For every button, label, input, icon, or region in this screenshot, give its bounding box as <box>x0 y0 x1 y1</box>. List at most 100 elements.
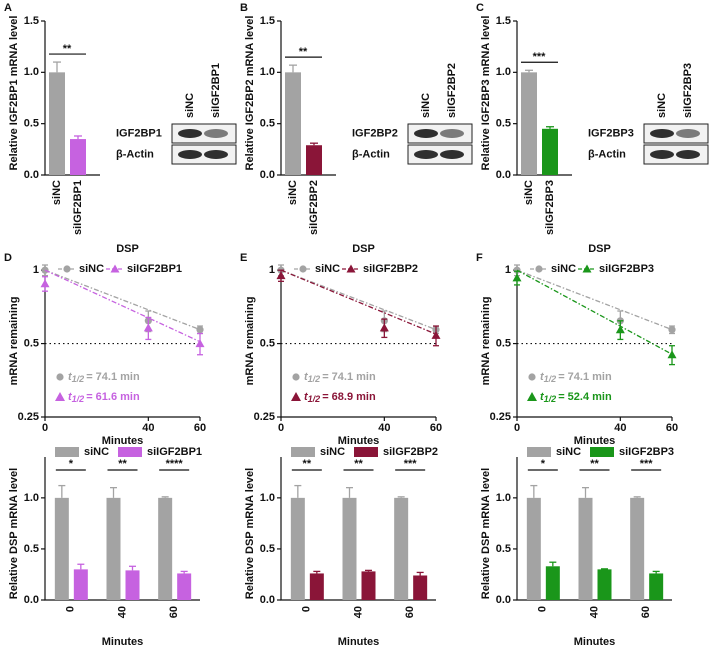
y-tick-label: 0.5 <box>496 337 511 349</box>
fit-line <box>280 269 437 335</box>
legend-marker <box>63 265 71 273</box>
x-tick-label: siIGF2BP2 <box>308 180 320 235</box>
blot-lane-label: siNC <box>420 93 432 118</box>
annotation-symbol: t <box>68 371 73 383</box>
significance: ** <box>354 458 363 470</box>
bar <box>545 566 560 600</box>
x-tick-label: 0 <box>278 422 284 434</box>
blot-lane-label: siIGF2BP1 <box>210 63 222 118</box>
x-tick-label: 40 <box>588 606 600 618</box>
annotation-subscript: 1/2 <box>72 374 85 384</box>
blot-protein-label: IGF2BP3 <box>588 127 634 139</box>
bar <box>521 72 537 175</box>
legend-label: siNC <box>315 263 340 275</box>
bar <box>177 573 192 600</box>
panel: A 0.0 0.5 1.0 1.5 Relative IGF2BP1 mRNA level… <box>4 2 237 235</box>
bar <box>630 497 645 600</box>
y-axis-label: mRNA remaining <box>8 297 20 386</box>
x-tick-label: siNC <box>51 180 63 205</box>
legend-label: siNC <box>84 446 109 458</box>
x-tick-label: 40 <box>614 422 626 434</box>
half-life-label: = 74.1 min <box>558 371 612 383</box>
blot-lane-label: siNC <box>656 93 668 118</box>
x-axis-label: Minutes <box>338 636 380 648</box>
x-tick-label: 60 <box>430 422 442 434</box>
y-tick-label: 0.5 <box>24 118 39 130</box>
bar <box>413 575 428 600</box>
fit-line <box>516 269 673 331</box>
bar <box>526 497 541 600</box>
x-tick-label: 60 <box>404 606 416 618</box>
y-tick-label: 0.25 <box>18 411 39 423</box>
x-tick-label: 0 <box>42 422 48 434</box>
half-life-annotation: t1/2 = 61.6 min <box>68 391 140 404</box>
chart-title: DSP <box>352 243 375 255</box>
half-life-annotation: t1/2 = 74.1 min <box>304 371 376 384</box>
chart-title: DSP <box>588 243 611 255</box>
half-life-label: = 74.1 min <box>86 371 140 383</box>
bar <box>54 497 69 600</box>
significance: *** <box>404 458 418 470</box>
legend-marker <box>535 265 543 273</box>
blot-lane-label: siIGF2BP2 <box>446 63 458 118</box>
legend-label: siIGF2BP3 <box>619 446 674 458</box>
panel-letter: C <box>476 2 484 14</box>
y-tick-label: 0.25 <box>490 411 511 423</box>
bar <box>649 573 664 600</box>
blot-band <box>650 150 674 159</box>
annotation-marker <box>55 392 65 401</box>
marker <box>431 330 441 339</box>
y-tick-label: 0.5 <box>260 118 275 130</box>
legend-label: siIGF2BP1 <box>147 446 202 458</box>
marker <box>196 326 204 334</box>
blot-protein-label: IGF2BP2 <box>352 127 398 139</box>
x-tick-label: siIGF2BP3 <box>544 180 556 235</box>
y-tick-label: 1.0 <box>260 66 275 78</box>
legend-label: siNC <box>79 263 104 275</box>
annotation-marker <box>56 373 64 381</box>
marker <box>195 339 205 348</box>
marker <box>40 279 50 288</box>
legend-label: siNC <box>320 446 345 458</box>
bar <box>578 497 593 600</box>
legend-label: siNC <box>556 446 581 458</box>
blot-band <box>178 129 202 138</box>
panel-letter: F <box>476 252 483 264</box>
bar <box>290 497 305 600</box>
legend-label: siIGF2BP2 <box>383 446 438 458</box>
x-tick-label: 0 <box>537 606 549 612</box>
blot-band <box>440 150 464 159</box>
annotation-subscript: 1/2 <box>308 394 321 404</box>
marker <box>276 271 286 280</box>
legend-swatch <box>590 447 614 457</box>
y-tick-label: 1.0 <box>496 66 511 78</box>
bar <box>361 571 376 600</box>
blot-protein-label: IGF2BP1 <box>116 127 162 139</box>
panel: B 0.0 0.5 1.0 1.5 Relative IGF2BP2 mRNA level… <box>240 2 473 235</box>
x-axis-label: Minutes <box>338 435 380 447</box>
y-axis-label: mRNA remaining <box>244 297 256 386</box>
half-life-annotation: t1/2 = 74.1 min <box>540 371 612 384</box>
blot-band <box>440 129 464 138</box>
blot-protein-label: β-Actin <box>352 148 390 160</box>
y-tick-label: 1.5 <box>260 15 275 27</box>
x-axis-label: Minutes <box>102 636 144 648</box>
x-tick-label: siIGF2BP1 <box>72 180 84 235</box>
x-tick-label: 0 <box>514 422 520 434</box>
annotation-subscript: 1/2 <box>544 374 557 384</box>
x-axis-label: Minutes <box>574 435 616 447</box>
half-life-annotation: t1/2 = 52.4 min <box>540 391 612 404</box>
y-axis-label: Relative IGF2BP3 mRNA level <box>480 16 492 171</box>
bar <box>342 497 357 600</box>
legend-label: siIGF2BP1 <box>127 263 182 275</box>
bar <box>106 497 121 600</box>
bar <box>73 569 88 600</box>
x-tick-label: 60 <box>194 422 206 434</box>
marker <box>512 273 522 282</box>
annotation-marker <box>292 373 300 381</box>
significance: ** <box>63 43 72 55</box>
y-tick-label: 0.0 <box>496 594 511 606</box>
panel: 0.0 0.5 1.0 Relative DSP mRNA level Minutes s… <box>8 446 202 648</box>
blot-band <box>414 150 438 159</box>
bar <box>394 497 409 600</box>
